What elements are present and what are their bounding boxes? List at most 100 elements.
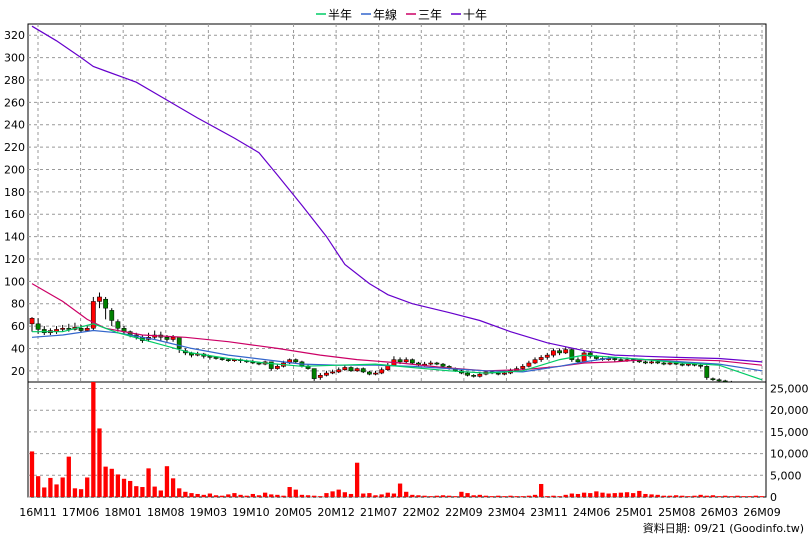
volume-bar bbox=[109, 468, 114, 497]
volume-bar bbox=[422, 495, 427, 497]
volume-bar bbox=[373, 495, 378, 497]
candle-body bbox=[587, 352, 593, 357]
volume-bar bbox=[453, 496, 458, 497]
candle-body bbox=[526, 362, 532, 367]
candle-body bbox=[164, 337, 170, 340]
volume-bar bbox=[539, 483, 544, 497]
volume-bar bbox=[692, 495, 697, 497]
footer-source: (Goodinfo.tw) bbox=[729, 522, 804, 535]
volume-tick-label: 20,000 bbox=[770, 404, 808, 417]
volume-bar bbox=[459, 491, 464, 497]
x-tick-label: 17M06 bbox=[62, 506, 100, 519]
volume-bar bbox=[226, 494, 231, 497]
volume-bar bbox=[367, 493, 372, 497]
volume-bar bbox=[189, 493, 194, 497]
volume-bar bbox=[238, 494, 243, 497]
candle-body bbox=[477, 373, 483, 377]
volume-bar bbox=[201, 494, 206, 497]
price-plot-frame bbox=[27, 23, 767, 383]
candle-body bbox=[66, 328, 72, 330]
volume-bar bbox=[207, 493, 213, 497]
volume-bar bbox=[532, 494, 538, 497]
candle-body bbox=[501, 372, 507, 375]
volume-bar bbox=[747, 496, 752, 497]
volume-bar bbox=[600, 492, 605, 497]
volume-bar bbox=[244, 495, 249, 497]
volume-panel: 0 5,000 10,000 15,000 20,000 25,000 bbox=[27, 381, 808, 504]
candle-body bbox=[434, 362, 440, 365]
candle-body bbox=[354, 368, 360, 372]
volume-bar bbox=[563, 494, 568, 497]
candle-body bbox=[612, 358, 618, 360]
x-tick-label: 26M03 bbox=[701, 506, 739, 519]
x-tick-label: 23M11 bbox=[530, 506, 568, 519]
candle-body bbox=[710, 378, 716, 381]
volume-bar bbox=[759, 496, 765, 497]
candle-body bbox=[563, 349, 569, 354]
volume-bar bbox=[698, 494, 703, 497]
volume-bar bbox=[673, 495, 679, 497]
volume-bar bbox=[643, 493, 648, 497]
volume-bar bbox=[318, 496, 323, 497]
volume-bar bbox=[471, 495, 476, 497]
candle-body bbox=[520, 366, 526, 369]
candle-body bbox=[336, 369, 342, 373]
volume-bar bbox=[526, 495, 532, 497]
volume-bar bbox=[483, 495, 489, 497]
volume-bar bbox=[710, 495, 716, 497]
volume-bar bbox=[428, 496, 433, 497]
legend-entry: 半年 bbox=[328, 8, 352, 22]
candle-body bbox=[581, 352, 587, 363]
x-tick-label: 16M11 bbox=[19, 506, 57, 519]
volume-bar bbox=[348, 493, 354, 497]
x-tick-label: 22M09 bbox=[445, 506, 483, 519]
price-tick-label: 260 bbox=[4, 96, 25, 109]
volume-bar bbox=[128, 480, 133, 497]
volume-bar bbox=[66, 456, 71, 497]
footer-date: 09/21 bbox=[694, 522, 726, 535]
candle-body bbox=[636, 360, 642, 363]
candle-body bbox=[495, 372, 501, 375]
candle-body bbox=[679, 363, 685, 366]
x-tick-label: 22M02 bbox=[403, 506, 441, 519]
candle-body bbox=[716, 379, 722, 382]
volume-bar bbox=[661, 495, 666, 497]
price-tick-label: 140 bbox=[4, 231, 25, 244]
candle-body bbox=[366, 371, 372, 375]
x-tick-label: 24M06 bbox=[573, 506, 611, 519]
volume-bar bbox=[434, 495, 440, 497]
x-tick-label: 20M05 bbox=[275, 506, 313, 519]
volume-bar bbox=[588, 493, 593, 497]
x-tick-label: 18M08 bbox=[147, 506, 185, 519]
volume-bar bbox=[72, 488, 78, 497]
volume-bar bbox=[385, 492, 390, 497]
volume-bar bbox=[134, 486, 139, 497]
candle-body bbox=[342, 367, 348, 370]
candle-body bbox=[348, 367, 354, 372]
volume-bar bbox=[232, 493, 237, 497]
x-tick-label: 19M10 bbox=[232, 506, 270, 519]
volume-bar bbox=[723, 495, 728, 497]
volume-bar bbox=[686, 496, 691, 497]
candle-body bbox=[360, 368, 366, 373]
volume-bar bbox=[324, 493, 329, 497]
x-tick-label: 18M01 bbox=[104, 506, 142, 519]
volume-bar bbox=[164, 466, 170, 497]
candle-body bbox=[698, 364, 704, 367]
candle-body bbox=[403, 359, 409, 363]
volume-bar bbox=[262, 492, 268, 497]
volume-bar bbox=[581, 492, 587, 497]
candle-body bbox=[575, 359, 581, 363]
candle-body bbox=[618, 359, 624, 361]
volume-bar bbox=[336, 489, 341, 497]
candle-body bbox=[78, 328, 84, 331]
candle-body bbox=[41, 329, 47, 334]
volume-tick-label: 10,000 bbox=[770, 448, 808, 461]
volume-bar bbox=[545, 496, 550, 497]
candle-body bbox=[84, 328, 90, 331]
candle-body bbox=[293, 359, 299, 363]
volume-bar bbox=[391, 493, 397, 497]
candle-body bbox=[409, 359, 415, 364]
price-tick-label: 160 bbox=[4, 208, 25, 221]
volume-tick-label: 0 bbox=[770, 491, 777, 504]
